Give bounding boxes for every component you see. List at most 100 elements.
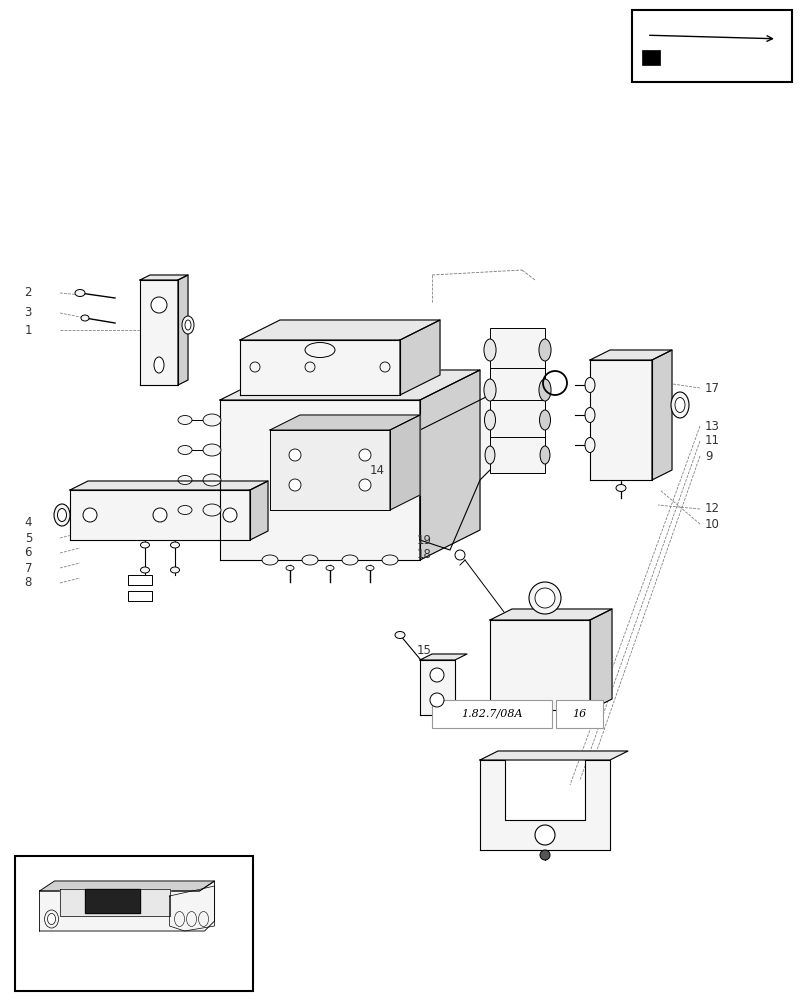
Ellipse shape [203, 504, 221, 516]
Ellipse shape [395, 632, 405, 639]
Ellipse shape [585, 377, 595, 392]
Ellipse shape [540, 446, 550, 464]
Bar [490, 437, 545, 473]
Polygon shape [178, 275, 188, 385]
Polygon shape [70, 481, 268, 490]
Polygon shape [420, 660, 455, 715]
Circle shape [305, 362, 315, 372]
Text: 5: 5 [24, 532, 32, 544]
Circle shape [380, 362, 390, 372]
Circle shape [540, 850, 550, 860]
Polygon shape [590, 350, 672, 360]
Ellipse shape [170, 567, 179, 573]
Circle shape [250, 362, 260, 372]
Circle shape [359, 449, 371, 461]
Circle shape [223, 508, 237, 522]
Circle shape [153, 508, 167, 522]
Text: 11: 11 [705, 434, 720, 448]
Ellipse shape [485, 446, 495, 464]
Bar [556, 700, 603, 728]
Ellipse shape [170, 542, 179, 548]
Ellipse shape [675, 397, 685, 412]
Ellipse shape [182, 316, 194, 334]
Circle shape [430, 668, 444, 682]
Polygon shape [220, 370, 480, 400]
Text: 15: 15 [417, 644, 432, 656]
Text: 12: 12 [705, 502, 720, 516]
Polygon shape [220, 400, 420, 560]
Polygon shape [240, 320, 440, 340]
Ellipse shape [485, 410, 495, 430]
Bar [15, 856, 253, 991]
Polygon shape [40, 881, 215, 891]
Bar [432, 700, 552, 728]
Text: 7: 7 [24, 562, 32, 574]
Text: 16: 16 [572, 709, 587, 719]
Bar [490, 400, 545, 440]
Bar [490, 368, 545, 412]
Circle shape [430, 693, 444, 707]
Polygon shape [652, 350, 672, 480]
Ellipse shape [262, 555, 278, 565]
Text: 3: 3 [24, 306, 32, 320]
Ellipse shape [326, 566, 334, 570]
Polygon shape [170, 886, 215, 931]
Polygon shape [40, 881, 215, 931]
Polygon shape [270, 430, 390, 510]
Ellipse shape [302, 555, 318, 565]
Polygon shape [250, 481, 268, 540]
Ellipse shape [484, 339, 496, 361]
Bar [490, 328, 545, 372]
Circle shape [535, 825, 555, 845]
Circle shape [83, 508, 97, 522]
Polygon shape [140, 275, 188, 280]
Polygon shape [490, 620, 590, 710]
Polygon shape [390, 415, 420, 510]
Polygon shape [85, 889, 140, 913]
Text: 4: 4 [24, 516, 32, 530]
Ellipse shape [305, 342, 335, 358]
Polygon shape [420, 654, 467, 660]
Ellipse shape [382, 555, 398, 565]
Text: 13: 13 [705, 420, 720, 432]
Text: 8: 8 [24, 576, 32, 589]
Ellipse shape [585, 408, 595, 422]
Circle shape [455, 550, 465, 560]
Ellipse shape [154, 357, 164, 373]
Text: 2: 2 [24, 286, 32, 300]
Ellipse shape [484, 379, 496, 401]
Ellipse shape [44, 910, 58, 928]
Ellipse shape [81, 315, 89, 321]
Polygon shape [270, 415, 420, 430]
Ellipse shape [57, 508, 66, 522]
Ellipse shape [187, 912, 196, 926]
Ellipse shape [178, 416, 192, 424]
Polygon shape [60, 889, 170, 916]
Ellipse shape [178, 506, 192, 514]
Polygon shape [420, 370, 480, 560]
Polygon shape [400, 320, 440, 395]
Circle shape [535, 588, 555, 608]
Ellipse shape [203, 444, 221, 456]
Bar [632, 10, 792, 82]
Ellipse shape [178, 476, 192, 485]
Text: 10: 10 [705, 518, 720, 530]
Polygon shape [240, 340, 400, 395]
Ellipse shape [54, 504, 70, 526]
Ellipse shape [585, 438, 595, 452]
Ellipse shape [671, 392, 689, 418]
Polygon shape [590, 360, 652, 480]
Polygon shape [480, 760, 610, 850]
Text: 14: 14 [370, 464, 385, 477]
Text: 9: 9 [705, 450, 713, 462]
Circle shape [529, 582, 561, 614]
Ellipse shape [616, 485, 626, 491]
Text: 1: 1 [24, 324, 32, 336]
Text: 17: 17 [705, 381, 720, 394]
Text: 6: 6 [24, 546, 32, 560]
Ellipse shape [539, 339, 551, 361]
Text: 18: 18 [417, 548, 432, 562]
Ellipse shape [141, 567, 149, 573]
Ellipse shape [178, 446, 192, 454]
Ellipse shape [366, 566, 374, 570]
